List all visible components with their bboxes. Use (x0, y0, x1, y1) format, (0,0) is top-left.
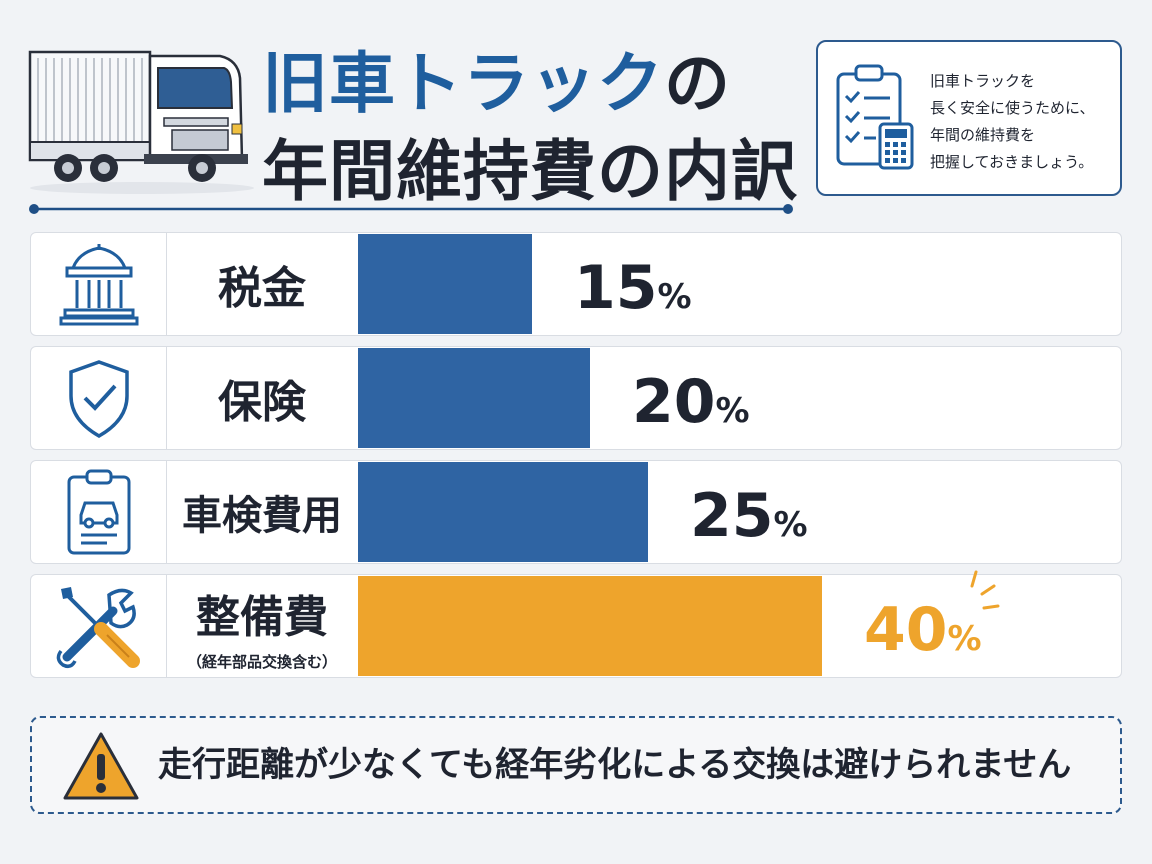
category-name: 車検費用 (182, 493, 342, 539)
wrench-screwdriver-icon (56, 587, 140, 669)
note-box: 旧車トラックを 長く安全に使うために、 年間の維持費を 把握しておきましょう。 (816, 40, 1122, 196)
category-name: 保険 (218, 377, 306, 428)
icon-cell (31, 233, 167, 335)
row-inspection: 車検費用 (30, 460, 1122, 564)
category-label: 税金 (167, 233, 357, 335)
warning-box: 走行距離が少なくても経年劣化による交換は避けられません (30, 716, 1122, 814)
icon-cell (31, 575, 167, 677)
page-title-line1: 旧車トラックの (262, 30, 731, 126)
row-insurance: 保険 (30, 346, 1122, 450)
shield-check-icon (68, 360, 129, 439)
note-line: 長く安全に使うために、 (930, 99, 1095, 117)
category-label: 保険 (167, 347, 357, 449)
bank-icon (59, 244, 138, 326)
category-name: 整備費 (196, 591, 328, 643)
title-suffix: の (664, 45, 731, 122)
row-maintenance: 整備費 （経年部品交換含む） (30, 574, 1122, 678)
clipboard-car-icon (67, 469, 130, 555)
row-tax: 税金 (30, 232, 1122, 336)
page-title-line2: 年間維持費の内訳 (262, 133, 798, 210)
header-divider (29, 204, 793, 214)
note-text: 旧車トラックを 長く安全に使うために、 年間の維持費を 把握しておきましょう。 (930, 68, 1116, 176)
warning-text: 走行距離が少なくても経年劣化による交換は避けられません (158, 745, 1072, 785)
category-label: 車検費用 (167, 461, 357, 563)
truck-icon (28, 50, 254, 194)
note-line: 把握しておきましょう。 (930, 153, 1094, 171)
icon-cell (31, 347, 167, 449)
note-line: 旧車トラックを (930, 72, 1036, 90)
warning-icon (63, 732, 139, 800)
category-note: （経年部品交換含む） (186, 652, 337, 671)
title-main: 旧車トラック (262, 45, 664, 122)
note-line: 年間の維持費を (930, 126, 1036, 144)
clipboard-calculator-icon (836, 64, 914, 170)
category-name: 税金 (218, 263, 306, 314)
category-label: 整備費 （経年部品交換含む） (167, 575, 357, 677)
icon-cell (31, 461, 167, 563)
